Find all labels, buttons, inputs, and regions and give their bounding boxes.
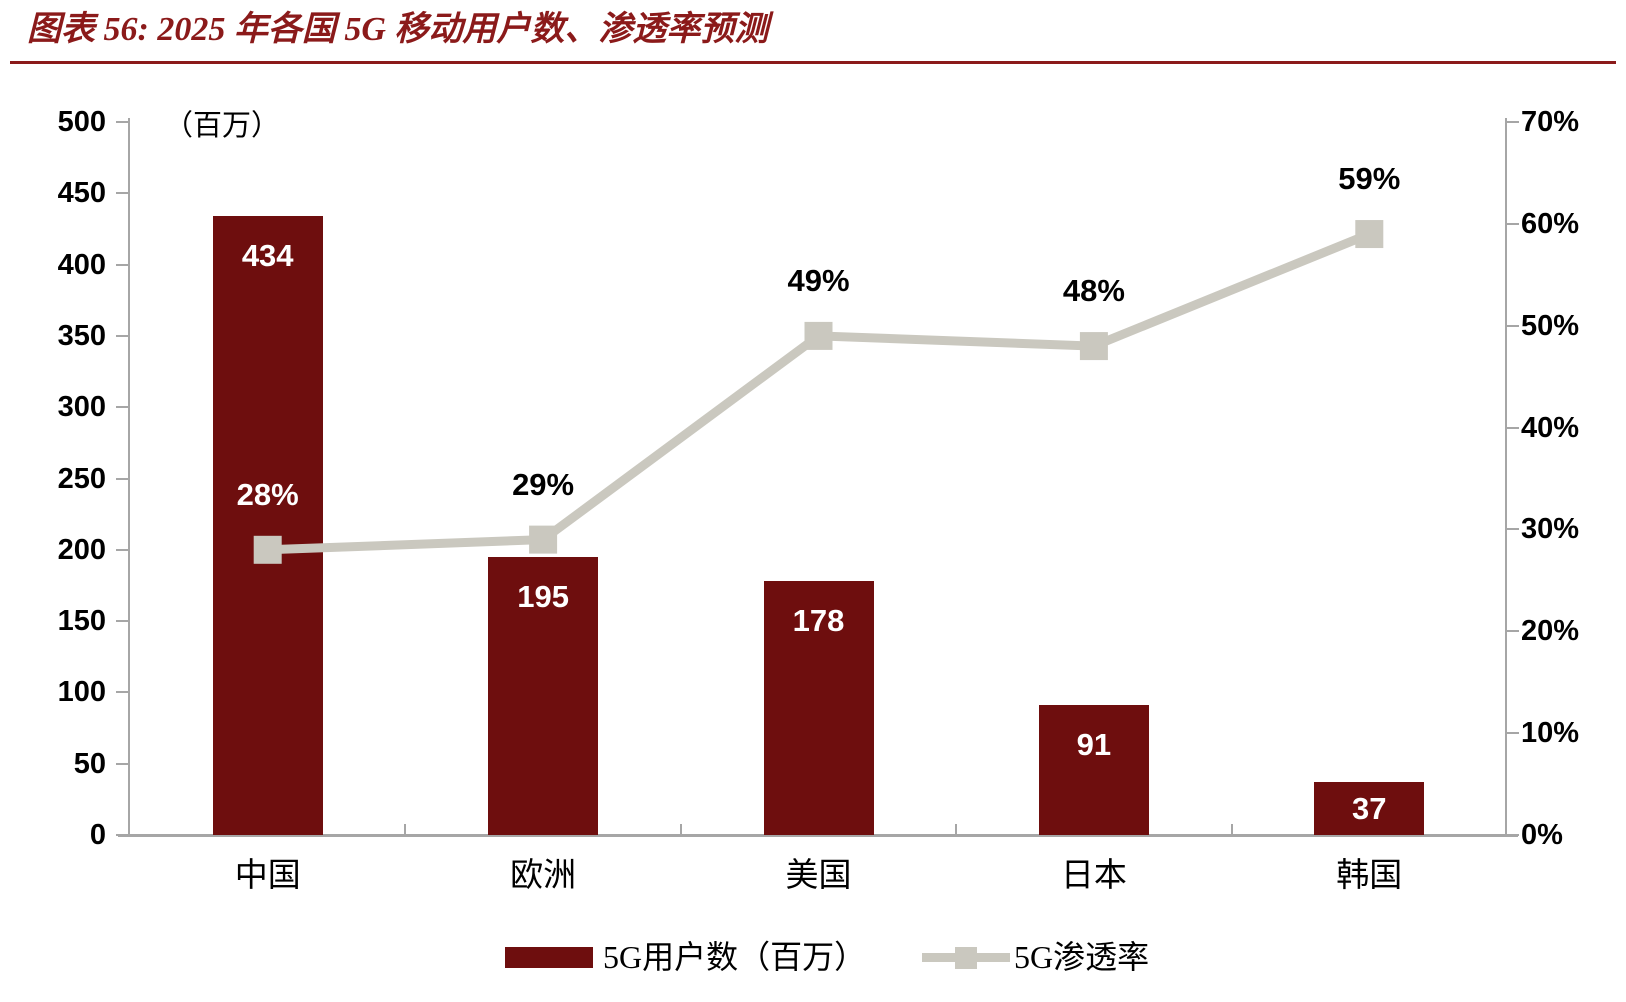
bar <box>1038 705 1149 835</box>
y-tick-left <box>116 121 129 123</box>
y-tick-left-label: 300 <box>57 391 106 424</box>
y-axis-left-line <box>128 118 130 837</box>
bar <box>1314 782 1425 835</box>
y-tick-left-label: 450 <box>57 177 106 210</box>
line-marker-icon <box>253 535 282 564</box>
y-tick-left <box>116 477 129 480</box>
line-marker-icon <box>1355 220 1384 249</box>
y-tick-right <box>1506 324 1519 327</box>
y-tick-left <box>116 834 129 836</box>
title-underline <box>10 61 1616 64</box>
left-axis-unit-label: （百万） <box>164 110 281 142</box>
line-marker-icon <box>804 321 833 350</box>
line-marker-icon <box>529 525 558 554</box>
y-tick-right-label: 60% <box>1521 207 1580 240</box>
y-tick-left-label: 350 <box>57 319 106 352</box>
y-axis-right-line <box>1505 118 1507 837</box>
bar-value-label: 178 <box>792 603 845 639</box>
bar-value-label: 91 <box>1076 727 1112 763</box>
y-tick-left <box>116 334 129 337</box>
y-tick-right <box>1506 834 1519 836</box>
y-tick-left <box>116 691 129 694</box>
y-tick-right <box>1506 426 1519 429</box>
bar-value-label: 37 <box>1352 790 1387 826</box>
percent-label: 48% <box>1062 273 1125 309</box>
percent-label: 49% <box>787 262 850 298</box>
y-tick-right-label: 50% <box>1521 309 1580 342</box>
line-marker-icon <box>1079 332 1108 361</box>
category-label: 欧洲 <box>510 858 577 894</box>
bar <box>488 556 599 835</box>
y-tick-right <box>1506 732 1519 735</box>
y-tick-left <box>116 406 129 409</box>
y-tick-left-label: 50 <box>73 747 106 780</box>
y-tick-left-label: 0 <box>89 819 106 851</box>
x-axis-tick <box>955 824 958 835</box>
y-tick-right-label: 20% <box>1521 615 1580 648</box>
y-tick-right-label: 10% <box>1521 717 1580 750</box>
y-tick-right-label: 30% <box>1521 513 1580 546</box>
y-tick-left <box>116 263 129 266</box>
percent-label: 59% <box>1338 161 1401 197</box>
x-axis-tick <box>679 824 682 835</box>
category-label: 美国 <box>785 858 852 894</box>
percent-label: 28% <box>236 476 299 512</box>
bar <box>212 216 323 835</box>
y-tick-left-label: 500 <box>57 106 106 138</box>
y-tick-left-label: 400 <box>57 248 106 281</box>
x-axis-line <box>118 834 1518 837</box>
bar-value-label: 434 <box>241 238 294 274</box>
y-tick-left-label: 100 <box>57 676 106 709</box>
y-tick-right <box>1506 528 1519 531</box>
bar-value-label: 195 <box>517 578 569 614</box>
y-tick-right-label: 0% <box>1521 819 1563 851</box>
y-tick-left-label: 250 <box>57 462 106 495</box>
bar <box>763 581 874 835</box>
y-tick-left <box>116 762 129 765</box>
y-tick-left <box>116 620 129 623</box>
percent-label: 29% <box>512 466 575 502</box>
y-tick-right <box>1506 121 1519 123</box>
y-tick-left <box>116 192 129 195</box>
y-tick-right <box>1506 222 1519 225</box>
y-tick-left-label: 200 <box>57 533 106 566</box>
y-tick-right-label: 70% <box>1521 106 1580 138</box>
category-label: 日本 <box>1060 858 1127 894</box>
y-tick-right <box>1506 630 1519 633</box>
category-label: 中国 <box>234 858 301 894</box>
y-tick-left-label: 150 <box>57 605 106 638</box>
category-label: 韩国 <box>1336 858 1403 894</box>
x-axis-tick <box>1230 824 1233 835</box>
y-tick-left <box>116 548 129 551</box>
x-axis-tick <box>404 824 407 835</box>
y-tick-right-label: 40% <box>1521 411 1580 444</box>
chart-title: 图表 56: 2025 年各国 5G 移动用户数、渗透率预测 <box>27 11 769 48</box>
